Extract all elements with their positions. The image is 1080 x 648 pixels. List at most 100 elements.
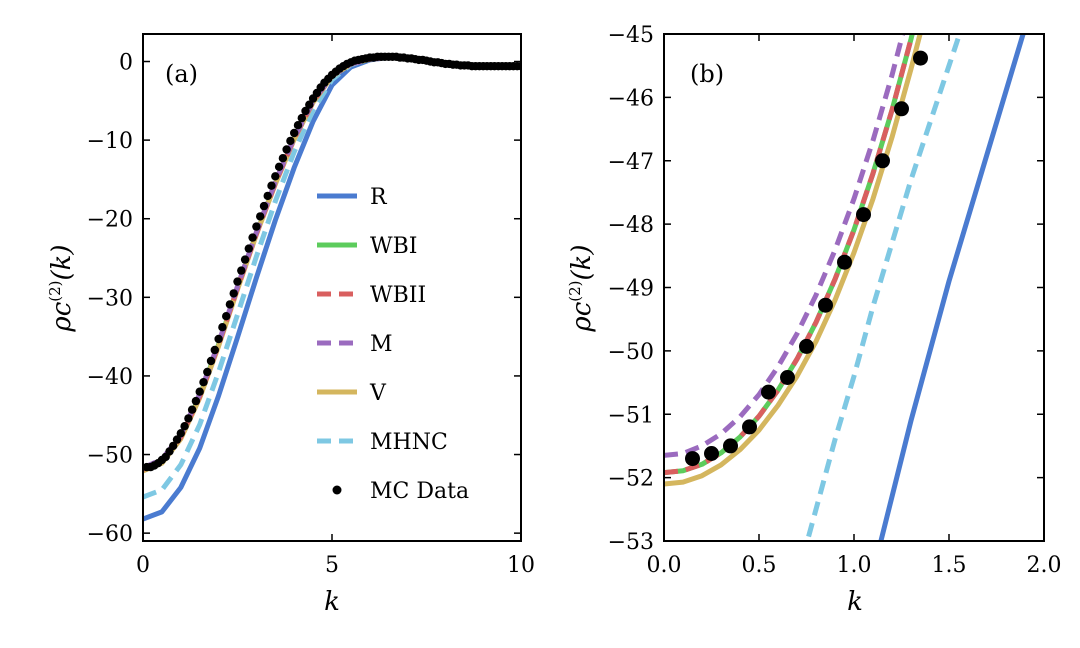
a-mc-point [263,191,272,201]
b-y-tick-label: −51 [608,403,654,428]
a-mc-point [240,255,250,264]
b-x-tick-label: 0.5 [742,553,777,578]
a-mc-point [293,121,303,130]
a-mc-point [256,212,265,221]
b-y-tick-label: −50 [608,340,654,365]
b-series-line-mhnc [804,34,963,541]
b-y-label-sup: (2) [566,280,584,301]
a-mc-point [267,181,276,190]
b-mc-point [875,153,890,169]
legend: R WBI WBII MV MHNC MC Data [317,185,469,504]
b-y-tick-label: −48 [608,213,654,238]
a-series-group [143,55,408,522]
a-x-tick-label: 5 [325,553,339,578]
a-mc-point [180,422,189,431]
a-mc-point [271,172,280,181]
a-mc-point [297,113,306,123]
a-y-tick-label: −20 [87,208,133,233]
legend-label-m: M [370,332,393,357]
a-mc-point [187,405,197,414]
a-mc-point [244,244,253,253]
a-y-label-arg: (k) [47,244,77,280]
a-x-tick-label: 10 [507,553,535,578]
a-panel-label: (a) [165,60,198,88]
a-y-axis-label: ρc(2)(k) [46,244,77,332]
b-mc-point [704,446,719,461]
a-y-label-main: ρc [47,301,77,332]
a-mc-point [282,145,291,154]
a-y-tick-label: −30 [87,286,133,311]
b-y-tick-label: −47 [608,150,654,175]
b-x-tick-label: 0.0 [647,553,682,578]
a-mc-point [225,300,235,309]
a-mc-point [210,345,219,355]
a-mc-point [169,441,178,451]
legend-label-wbii: WBII [370,283,426,308]
b-mc-point [723,438,738,454]
a-series-line-mhnc [143,55,408,500]
a-mc-point [172,435,182,444]
a-ticks: 0 5 10 0 −10 −20 −30 −40 −50 −60 [87,34,535,578]
b-mc-point [799,338,814,354]
b-mc-point [856,207,871,223]
b-series-line-r [878,34,1026,541]
a-mc-point [286,136,295,146]
b-mc-point [894,101,909,117]
a-plot-frame [142,33,522,542]
a-series-line-m [143,55,408,471]
b-x-tick-label: 1.0 [837,553,872,578]
a-mc-point [203,367,212,377]
b-mc-point [685,451,700,467]
a-y-tick-label: 0 [119,51,133,76]
a-mc-markers [143,52,521,472]
a-mc-point [218,323,227,332]
legend-label-v: V [369,381,387,406]
b-series-line-wbii [664,34,915,476]
a-mc-point [233,277,242,286]
b-y-tick-label: −52 [608,467,654,492]
legend-label-r: R [370,185,388,210]
a-mc-point [176,429,185,438]
b-mc-point [742,419,757,435]
b-x-tick-label: 1.5 [932,553,967,578]
a-mc-point [191,396,201,406]
a-y-label-sup: (2) [46,280,64,301]
b-y-tick-label: −46 [608,86,654,111]
a-y-tick-label: −50 [87,444,133,469]
legend-label-mc-data: MC Data [370,479,469,504]
a-mc-point [222,312,231,321]
a-mc-point [290,128,299,138]
b-y-tick-label: −53 [608,530,654,555]
legend-label-mhnc: MHNC [370,430,448,455]
a-mc-point [195,387,204,396]
b-y-label-main: ρc [567,301,597,332]
a-mc-point [184,414,193,423]
b-y-label-arg: (k) [567,244,597,280]
legend-marker-mc-data [332,485,342,495]
a-mc-point [229,289,238,298]
a-mc-point [252,222,261,231]
b-y-tick-label: −49 [608,277,654,302]
panel-b: 0.0 0.5 1.0 1.5 2.0 −45 −46 −47 −48 −49 −50 −51 −52 −… [566,23,1062,617]
b-x-axis-label: k [847,587,863,617]
a-mc-point [214,334,223,344]
a-mc-point [259,201,269,211]
b-mc-point [761,384,776,400]
b-mc-point [818,297,833,313]
legend-label-wbi: WBI [370,234,417,259]
a-mc-point [305,100,314,109]
a-series-line-r [143,55,408,522]
b-series-group [664,34,1026,541]
a-mc-point [278,154,288,163]
a-mc-point [206,356,216,366]
a-series-line-v [143,55,408,474]
a-series-line-wbi [143,55,408,472]
a-series-line-wbii [143,55,408,472]
b-mc-markers [685,50,928,467]
b-mc-point [780,370,795,385]
a-x-axis-label: k [324,587,340,617]
b-mc-point [837,254,852,270]
a-y-tick-label: −60 [87,522,133,547]
a-mc-point [248,233,257,242]
